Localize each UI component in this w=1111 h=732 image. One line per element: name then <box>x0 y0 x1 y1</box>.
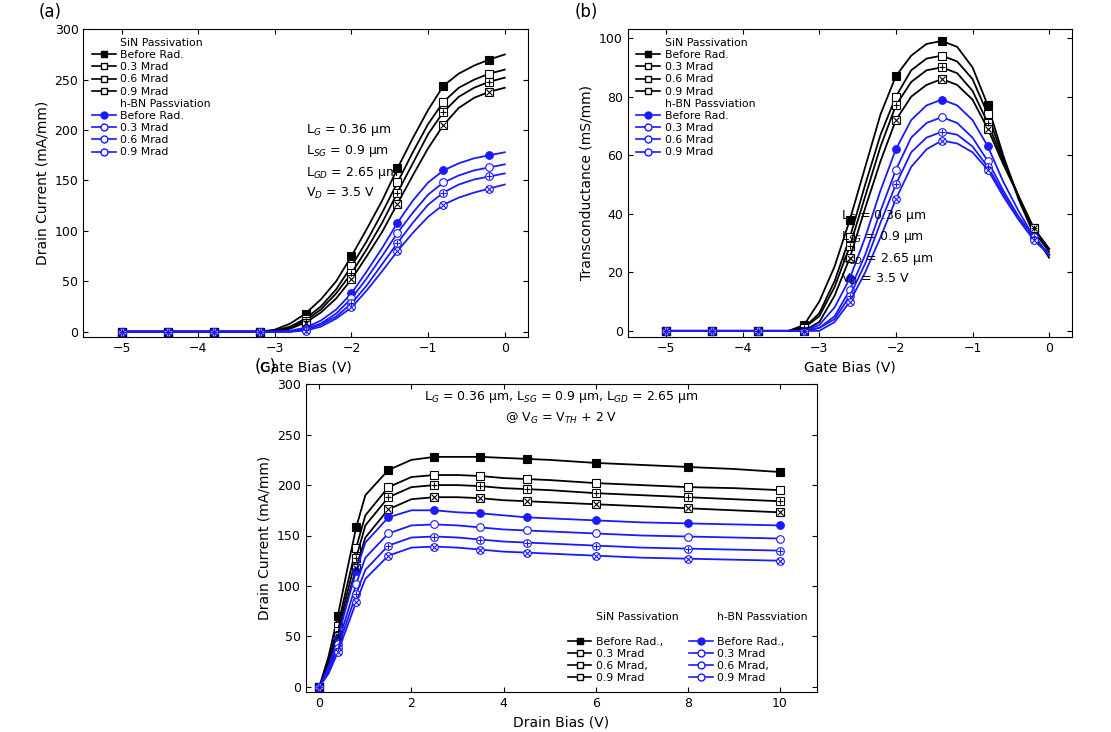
Legend: SiN Passivation, Before Rad., 0.3 Mrad, 0.6 Mrad, 0.9 Mrad, h-BN Passviation, Be: SiN Passivation, Before Rad., 0.3 Mrad, … <box>89 34 214 161</box>
X-axis label: Gate Bias (V): Gate Bias (V) <box>804 360 895 374</box>
Y-axis label: Transconductance (mS/mm): Transconductance (mS/mm) <box>580 86 593 280</box>
Legend: SiN Passivation, Before Rad., 0.3 Mrad, 0.6 Mrad, 0.9 Mrad, h-BN Passviation, Be: SiN Passivation, Before Rad., 0.3 Mrad, … <box>633 34 759 161</box>
X-axis label: Gate Bias (V): Gate Bias (V) <box>260 360 351 374</box>
Text: (a): (a) <box>39 3 62 21</box>
Text: L$_G$ = 0.36 μm
L$_{SG}$ = 0.9 μm
L$_{GD}$ = 2.65 μm
V$_D$ = 3.5 V: L$_G$ = 0.36 μm L$_{SG}$ = 0.9 μm L$_{GD… <box>306 122 398 201</box>
X-axis label: Drain Bias (V): Drain Bias (V) <box>513 715 609 729</box>
Y-axis label: Drain Current (mA/mm): Drain Current (mA/mm) <box>258 456 271 620</box>
Text: L$_G$ = 0.36 μm, L$_{SG}$ = 0.9 μm, L$_{GD}$ = 2.65 μm
@ V$_G$ = V$_{TH}$ + 2 V: L$_G$ = 0.36 μm, L$_{SG}$ = 0.9 μm, L$_{… <box>423 389 699 425</box>
Legend: SiN Passivation, , Before Rad.,, 0.3 Mrad, 0.6 Mrad,, 0.9 Mrad, h-BN Passviation: SiN Passivation, , Before Rad.,, 0.3 Mra… <box>564 609 811 687</box>
Y-axis label: Drain Current (mA/mm): Drain Current (mA/mm) <box>36 101 49 265</box>
Text: L$_G$ = 0.36 μm
L$_{SG}$ = 0.9 μm
L$_{GD}$ = 2.65 μm
V$_D$ = 3.5 V: L$_G$ = 0.36 μm L$_{SG}$ = 0.9 μm L$_{GD… <box>841 208 933 287</box>
Text: (c): (c) <box>254 358 277 376</box>
Text: (b): (b) <box>574 3 598 21</box>
